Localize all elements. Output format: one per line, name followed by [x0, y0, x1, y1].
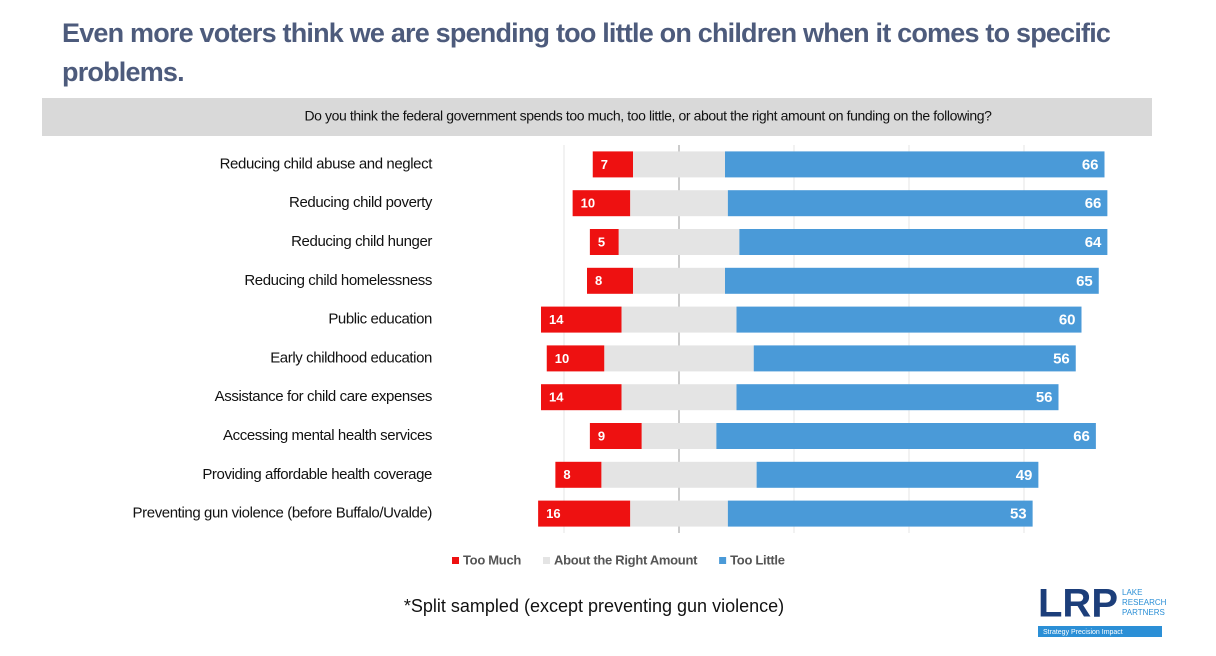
value-label: 56 — [1036, 389, 1053, 406]
bar-segment — [641, 423, 717, 449]
legend-swatch — [452, 557, 459, 564]
bar-segment — [587, 267, 633, 294]
bar-segment — [589, 229, 619, 255]
value-label: 14 — [549, 390, 564, 405]
bar-segment — [739, 229, 1108, 255]
value-label: 66 — [1073, 428, 1090, 445]
legend-label: Too Little — [730, 552, 785, 567]
title: Even more voters think we are spending t… — [62, 18, 1111, 87]
bar-segment — [546, 345, 605, 372]
bar-segment — [601, 461, 757, 488]
category-label: Accessing mental health services — [223, 427, 432, 444]
bar-segment — [589, 423, 642, 449]
value-label: 53 — [1010, 506, 1027, 523]
legend-swatch — [543, 557, 551, 564]
value-label: 10 — [581, 196, 595, 211]
bar-segment — [630, 190, 728, 217]
bar-segment — [633, 267, 725, 294]
bar-segment — [541, 384, 622, 411]
bar-segment — [727, 500, 1033, 527]
value-label: 64 — [1085, 234, 1102, 251]
bar-segment — [736, 384, 1059, 411]
bar-segment — [716, 423, 1096, 449]
logo-name: RESEARCH — [1122, 598, 1167, 607]
bar-segment — [538, 500, 631, 527]
bar-segment — [541, 306, 622, 333]
value-label: 65 — [1076, 273, 1093, 290]
value-label: 14 — [549, 312, 564, 327]
logo-mark: LRP — [1038, 582, 1118, 626]
legend-swatch — [719, 557, 727, 564]
logo-tagline: Strategy Precision Impact — [1043, 629, 1123, 636]
bar-segment — [725, 267, 1099, 294]
logo-band — [1038, 626, 1162, 637]
bar-segment — [633, 151, 725, 178]
value-label: 16 — [546, 506, 560, 521]
value-label: 5 — [598, 234, 605, 249]
bar-segment — [756, 461, 1039, 488]
value-label: 10 — [555, 351, 569, 366]
bar-segment — [725, 151, 1105, 178]
category-label: Assistance for child care expenses — [215, 388, 432, 405]
value-label: 56 — [1053, 350, 1070, 367]
footnote: *Split sampled (except preventing gun vi… — [404, 596, 784, 616]
bar-segment — [592, 151, 633, 178]
value-label: 66 — [1082, 156, 1099, 173]
value-label: 8 — [563, 467, 570, 482]
category-label: Reducing child poverty — [289, 194, 433, 211]
bar-segment — [727, 190, 1108, 217]
category-label: Providing affordable health coverage — [202, 466, 432, 483]
subtitle-band — [42, 98, 1152, 136]
value-label: 66 — [1085, 195, 1102, 212]
logo-name: LAKE — [1122, 588, 1142, 597]
value-label: 49 — [1016, 467, 1033, 484]
legend-label: About the Right Amount — [554, 552, 698, 567]
bar-segment — [736, 306, 1082, 333]
bar-segment — [621, 306, 737, 333]
bar-segment — [753, 345, 1076, 372]
logo-name: PARTNERS — [1122, 608, 1165, 617]
value-label: 7 — [601, 157, 608, 172]
legend-label: Too Much — [463, 552, 521, 567]
value-label: 8 — [595, 273, 602, 288]
bar-segment — [630, 500, 728, 527]
category-label: Reducing child abuse and neglect — [220, 155, 434, 172]
category-label: Reducing child homelessness — [244, 272, 432, 289]
category-label: Reducing child hunger — [291, 233, 432, 250]
bar-segment — [555, 461, 602, 488]
bar-segment — [572, 190, 631, 217]
category-label: Preventing gun violence (before Buffalo/… — [133, 505, 433, 522]
category-label: Public education — [328, 311, 432, 328]
bar-segment — [604, 345, 754, 372]
category-label: Early childhood education — [270, 349, 432, 366]
value-label: 9 — [598, 428, 605, 443]
subtitle: Do you think the federal government spen… — [304, 108, 992, 124]
bar-segment — [618, 229, 740, 255]
value-label: 60 — [1059, 312, 1076, 329]
bar-segment — [621, 384, 737, 411]
